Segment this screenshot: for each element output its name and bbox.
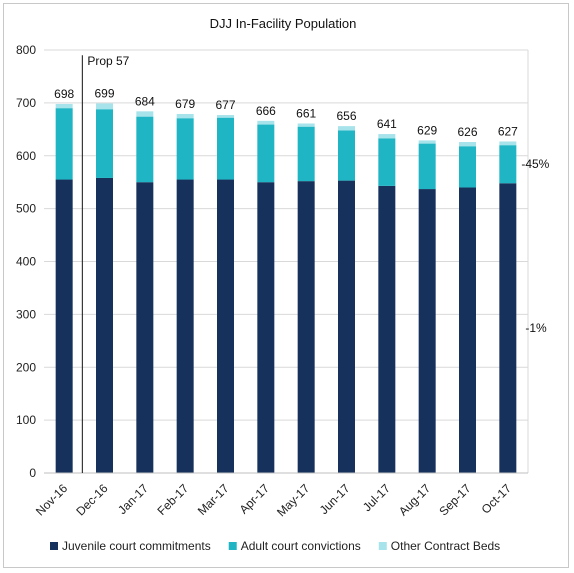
total-label: 684 bbox=[135, 94, 155, 108]
bar-1-10 bbox=[459, 146, 476, 188]
x-tick-label: Aug-17 bbox=[396, 481, 433, 518]
juvenile-change-label: -1% bbox=[525, 321, 547, 335]
legend: Juvenile court commitments Adult court co… bbox=[50, 539, 500, 553]
x-tick-label: Jul-17 bbox=[360, 481, 393, 514]
bar-2-5 bbox=[257, 120, 275, 125]
legend-label-2: Other Contract Beds bbox=[391, 539, 500, 553]
bar-2-1 bbox=[96, 103, 113, 110]
total-label: 698 bbox=[54, 87, 74, 101]
bar-0-5 bbox=[257, 182, 275, 473]
total-labels: 698 699 684 679 677 666 661 656 641 629 626 627 bbox=[54, 86, 518, 139]
bar-2-10 bbox=[459, 142, 476, 147]
legend-swatch-1 bbox=[228, 542, 237, 550]
total-label: 666 bbox=[256, 104, 276, 118]
y-tick-label: 200 bbox=[16, 360, 36, 374]
bar-2-6 bbox=[297, 123, 315, 127]
y-tick-label: 500 bbox=[16, 202, 36, 216]
total-label: 626 bbox=[457, 125, 477, 139]
x-tick-label: Mar-17 bbox=[195, 481, 232, 518]
legend-label-1: Adult court convictions bbox=[241, 539, 361, 553]
bar-0-4 bbox=[217, 179, 234, 473]
bar-1-4 bbox=[217, 117, 234, 180]
x-tick-label: Apr-17 bbox=[237, 481, 273, 517]
bar-1-1 bbox=[96, 109, 113, 178]
total-label: 699 bbox=[94, 86, 114, 100]
x-tick-label: Dec-16 bbox=[73, 481, 110, 518]
legend-swatch-0 bbox=[50, 542, 58, 550]
total-label: 629 bbox=[417, 123, 437, 137]
x-tick-label: Jan-17 bbox=[115, 481, 151, 517]
bar-1-9 bbox=[418, 143, 436, 190]
total-label: 661 bbox=[296, 106, 316, 120]
bar-1-8 bbox=[378, 138, 396, 186]
total-label: 627 bbox=[498, 124, 518, 138]
total-label: 641 bbox=[377, 117, 397, 131]
y-tick-label: 700 bbox=[16, 96, 36, 110]
gridlines bbox=[44, 49, 529, 474]
bar-1-5 bbox=[257, 124, 275, 183]
bar-0-10 bbox=[459, 187, 476, 473]
legend-swatch-2 bbox=[378, 542, 387, 550]
bar-2-7 bbox=[338, 126, 355, 131]
bar-2-3 bbox=[176, 113, 194, 119]
x-tick-label: Feb-17 bbox=[154, 481, 191, 518]
legend-label-0: Juvenile court commitments bbox=[62, 539, 211, 553]
x-tick-label: May-17 bbox=[274, 481, 312, 519]
y-tick-label: 400 bbox=[16, 255, 36, 269]
bar-0-7 bbox=[338, 180, 355, 473]
chart-title: DJJ In-Facility Population bbox=[210, 16, 357, 31]
x-tick-label: Sep-17 bbox=[436, 481, 473, 518]
chart-frame: DJJ In-Facility Population 0 100 200 300 400… bbox=[3, 3, 569, 568]
x-axis-ticks: Nov-16 Dec-16 Jan-17 Feb-17 Mar-17 Apr-17 May-… bbox=[33, 472, 528, 519]
bar-0-0 bbox=[55, 179, 73, 473]
total-label: 679 bbox=[175, 97, 195, 111]
bar-2-2 bbox=[136, 111, 154, 117]
bar-0-3 bbox=[176, 179, 194, 473]
x-tick-label: Nov-16 bbox=[33, 481, 70, 518]
bar-2-11 bbox=[499, 141, 517, 146]
y-tick-label: 0 bbox=[29, 466, 36, 480]
bar-1-7 bbox=[338, 130, 355, 181]
x-tick-label: Oct-17 bbox=[479, 481, 515, 517]
prop57-label: Prop 57 bbox=[87, 54, 129, 68]
bar-0-11 bbox=[499, 183, 517, 473]
bar-0-2 bbox=[136, 182, 154, 473]
y-tick-label: 800 bbox=[16, 43, 36, 57]
bar-1-11 bbox=[499, 145, 517, 184]
bar-0-1 bbox=[96, 177, 113, 473]
bar-1-0 bbox=[55, 108, 73, 180]
y-tick-label: 600 bbox=[16, 149, 36, 163]
bars bbox=[55, 103, 517, 474]
adult-change-label: -45% bbox=[521, 157, 549, 171]
bar-2-4 bbox=[217, 115, 234, 118]
bar-1-2 bbox=[136, 116, 154, 183]
bar-2-8 bbox=[378, 134, 396, 139]
prop57-marker: Prop 57 bbox=[81, 54, 130, 473]
chart-canvas: DJJ In-Facility Population 0 100 200 300 400… bbox=[16, 16, 550, 553]
bar-2-0 bbox=[55, 103, 73, 109]
bar-2-9 bbox=[418, 140, 436, 144]
y-tick-label: 100 bbox=[16, 413, 36, 427]
bar-0-6 bbox=[297, 181, 315, 473]
total-label: 656 bbox=[336, 109, 356, 123]
bar-0-9 bbox=[418, 189, 436, 473]
x-tick-label: Jun-17 bbox=[317, 481, 353, 517]
bar-0-8 bbox=[378, 185, 396, 474]
y-tick-label: 300 bbox=[16, 307, 36, 321]
total-label: 677 bbox=[215, 98, 235, 112]
y-axis-ticks: 0 100 200 300 400 500 600 700 800 bbox=[16, 43, 36, 480]
bar-1-3 bbox=[176, 118, 194, 180]
bar-1-6 bbox=[297, 126, 315, 182]
